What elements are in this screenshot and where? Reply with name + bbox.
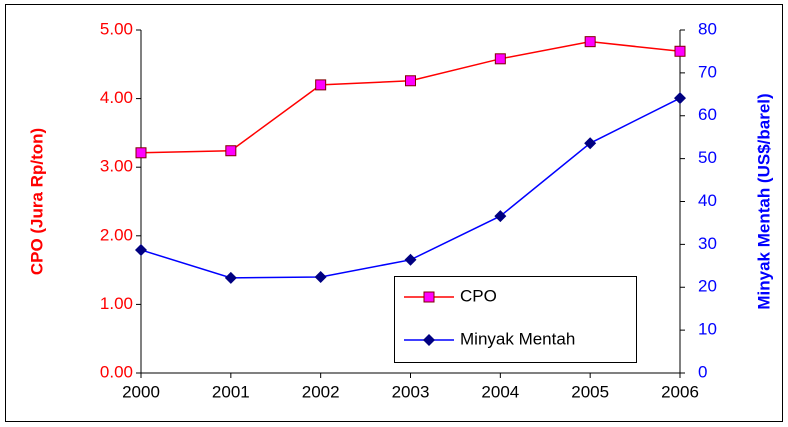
y2-tick-label: 60 — [698, 105, 717, 124]
legend-marker — [423, 291, 435, 303]
legend-marker — [423, 334, 435, 346]
x-tick-label: 2001 — [212, 382, 250, 401]
y2-axis-title: Minyak Mentah (US$/barel) — [754, 93, 773, 309]
marker — [315, 79, 327, 91]
marker — [584, 36, 596, 48]
y-tick-label: 1.00 — [100, 294, 133, 313]
marker — [494, 53, 506, 65]
legend-box — [394, 276, 637, 363]
y-axis-title: CPO (Jura Rp/ton) — [27, 128, 46, 275]
y2-tick-label: 40 — [698, 191, 717, 210]
marker — [224, 271, 237, 284]
legend-label: Minyak Mentah — [460, 329, 575, 348]
y-tick-label: 2.00 — [100, 225, 133, 244]
x-tick-label: 2006 — [661, 382, 699, 401]
y-tick-label: 5.00 — [100, 19, 133, 38]
y2-tick-label: 50 — [698, 148, 717, 167]
marker — [225, 145, 237, 157]
x-tick-label: 2003 — [392, 382, 430, 401]
marker — [405, 75, 416, 87]
y2-tick-label: 30 — [698, 234, 717, 253]
x-tick-label: 2002 — [302, 382, 340, 401]
marker — [135, 243, 147, 256]
x-tick-label: 2005 — [571, 382, 609, 401]
y-tick-label: 4.00 — [100, 88, 133, 107]
y2-tick-label: 20 — [698, 277, 717, 296]
marker — [674, 45, 686, 57]
y-tick-label: 3.00 — [100, 157, 133, 176]
marker — [494, 210, 507, 223]
y2-tick-label: 10 — [698, 320, 717, 339]
y2-tick-label: 70 — [698, 62, 717, 81]
x-tick-label: 2000 — [122, 382, 160, 401]
y2-tick-label: 0 — [698, 362, 707, 381]
marker — [135, 147, 147, 159]
marker — [314, 270, 327, 283]
marker — [674, 92, 686, 105]
marker — [404, 253, 417, 266]
y-tick-label: 0.00 — [100, 362, 133, 381]
x-tick-label: 2004 — [481, 382, 519, 401]
legend-label: CPO — [460, 286, 497, 305]
y2-tick-label: 80 — [698, 19, 717, 38]
marker — [584, 137, 597, 150]
